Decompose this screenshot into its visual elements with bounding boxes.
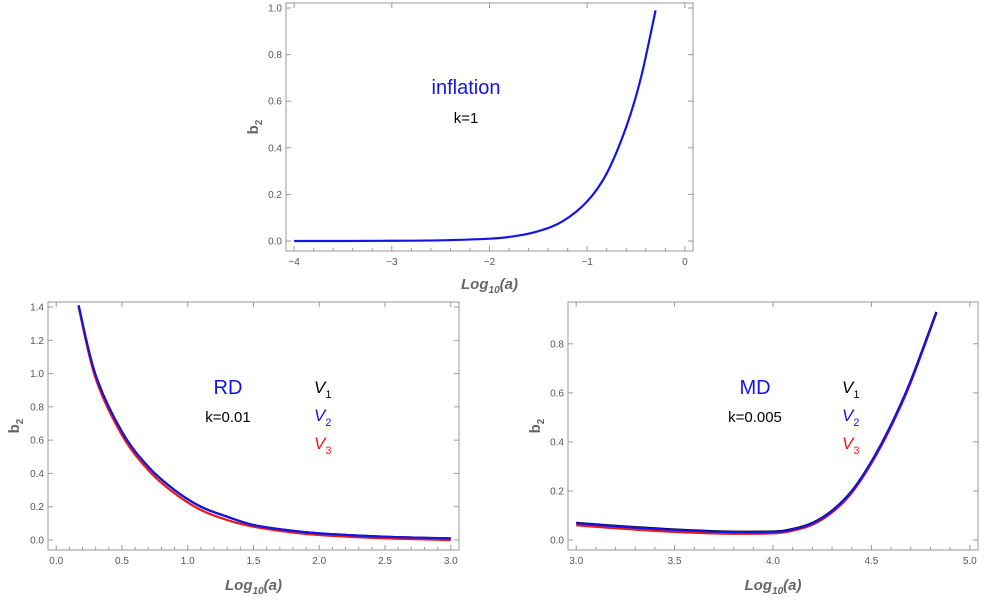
series-line-main <box>294 10 657 243</box>
x-tick-label: 0 <box>682 257 688 268</box>
y-axis-title-sub: 2 <box>536 418 547 424</box>
y-tick-label: 1.2 <box>30 336 44 347</box>
legend-symbol: V <box>842 434 855 453</box>
annotation-k: k=1 <box>454 110 479 127</box>
series-line-v1 <box>77 305 451 540</box>
annotation-k: k=0.005 <box>728 409 782 426</box>
legend-subscript: 2 <box>325 417 331 429</box>
y-tick-label: 0.8 <box>268 50 282 61</box>
legend-symbol: V <box>314 378 327 397</box>
legend-subscript: 1 <box>325 389 331 401</box>
x-tick-label: 2.0 <box>312 556 326 567</box>
y-tick-label: 0.2 <box>30 502 44 513</box>
y-axis-title-sub: 2 <box>254 119 265 125</box>
plot-frame <box>47 301 460 551</box>
legend-subscript: 3 <box>325 445 331 457</box>
chart-panel-2: 0.0 0.5 1.0 1.5 2.0 2.5 3.0 0.0 0.2 0.4 0.6 0.8 1.0 1… <box>6 301 460 597</box>
legend-entry-v2: V2 <box>842 406 859 429</box>
legend-subscript: 1 <box>853 389 859 401</box>
y-axis-title-main: b <box>527 424 544 433</box>
x-tick-label: −1 <box>581 257 593 268</box>
y-tick-label: 1.0 <box>268 4 282 15</box>
x-tick-label: 1.0 <box>181 556 195 567</box>
y-tick-label: 1.4 <box>30 303 44 314</box>
x-tick-label: 3.0 <box>569 556 583 567</box>
x-tick-label: 0.0 <box>49 556 63 567</box>
x-tick-label: −2 <box>484 257 496 268</box>
x-axis-title: Log10(a) <box>745 577 802 597</box>
legend-symbol: V <box>314 406 327 425</box>
x-tick-label: 1.5 <box>247 556 261 567</box>
plot-frame <box>285 2 694 252</box>
legend-symbol: V <box>314 434 327 453</box>
y-axis-title: b2 <box>245 119 265 134</box>
x-axis-title: Log10(a) <box>461 276 518 296</box>
legend-entry-v3: V3 <box>842 434 859 457</box>
y-tick-label: 0.4 <box>268 143 282 154</box>
legend-entry-v1: V1 <box>314 378 331 401</box>
y-tick-label: 0.8 <box>30 402 44 413</box>
y-tick-label: 0.4 <box>550 437 564 448</box>
annotation-label: RD <box>214 377 243 399</box>
y-tick-label: 0.0 <box>268 237 282 248</box>
x-axis-title-tail: (a) <box>500 276 518 293</box>
y-axis-title: b2 <box>6 418 26 433</box>
y-tick-label: 0.6 <box>268 97 282 108</box>
x-tick-label: 4.5 <box>864 556 878 567</box>
x-tick-label: 3.5 <box>668 556 682 567</box>
legend-symbol: V <box>842 378 855 397</box>
y-axis-title-main: b <box>245 125 262 134</box>
series-line-v2 <box>576 312 938 534</box>
x-tick-label: 4.0 <box>766 556 780 567</box>
legend-entry-v2: V2 <box>314 406 331 429</box>
y-tick-label: 0.0 <box>550 536 564 547</box>
chart-panel-3: 3.0 3.5 4.0 4.5 5.00.00.20.40.60.8Log10(a)b2… <box>527 301 979 597</box>
x-axis-title-main: Log <box>745 577 773 594</box>
legend-entry-v1: V1 <box>842 378 859 401</box>
y-axis-title-sub: 2 <box>15 418 26 424</box>
x-tick-label: 0.5 <box>115 556 129 567</box>
legend-symbol: V <box>842 406 855 425</box>
x-tick-label: −4 <box>288 257 300 268</box>
y-axis-title: b2 <box>527 418 547 433</box>
x-axis-title-sub: 10 <box>772 586 784 597</box>
x-axis-title: Log10(a) <box>225 577 282 597</box>
y-tick-label: 0.8 <box>550 339 564 350</box>
x-tick-label: 3.0 <box>444 556 458 567</box>
legend-subscript: 2 <box>853 417 859 429</box>
x-tick-label: 2.5 <box>378 556 392 567</box>
y-tick-label: 0.6 <box>30 436 44 447</box>
x-axis-title-main: Log <box>225 577 253 594</box>
x-axis-title-sub: 10 <box>489 285 501 296</box>
series-line-v2 <box>77 305 451 540</box>
y-tick-label: 0.6 <box>550 388 564 399</box>
annotation-label: inflation <box>432 77 501 99</box>
y-tick-label: 0.0 <box>30 536 44 547</box>
chart-panel-1: −4 −3 −2 −1 0 0.0 0.2 0.4 0.6 0.8 1.0 Log10(a) b2 inf… <box>245 2 694 296</box>
x-axis-title-tail: (a) <box>783 577 801 594</box>
x-tick-label: 5.0 <box>963 556 977 567</box>
annotation-k: k=0.01 <box>205 409 250 426</box>
x-axis-title-sub: 10 <box>253 586 265 597</box>
series-line-v3 <box>77 306 451 542</box>
legend-entry-v3: V3 <box>314 434 331 457</box>
y-axis-title-main: b <box>6 424 23 433</box>
x-axis-title-main: Log <box>461 276 489 293</box>
plot-frame <box>567 301 979 551</box>
y-tick-label: 1.0 <box>30 369 44 380</box>
y-tick-label: 0.2 <box>550 486 564 497</box>
annotation-label: MD <box>739 377 770 399</box>
y-tick-label: 0.4 <box>30 469 44 480</box>
legend-subscript: 3 <box>853 445 859 457</box>
x-axis-title-tail: (a) <box>264 577 282 594</box>
y-tick-label: 0.2 <box>268 190 282 201</box>
x-tick-label: −3 <box>386 257 398 268</box>
